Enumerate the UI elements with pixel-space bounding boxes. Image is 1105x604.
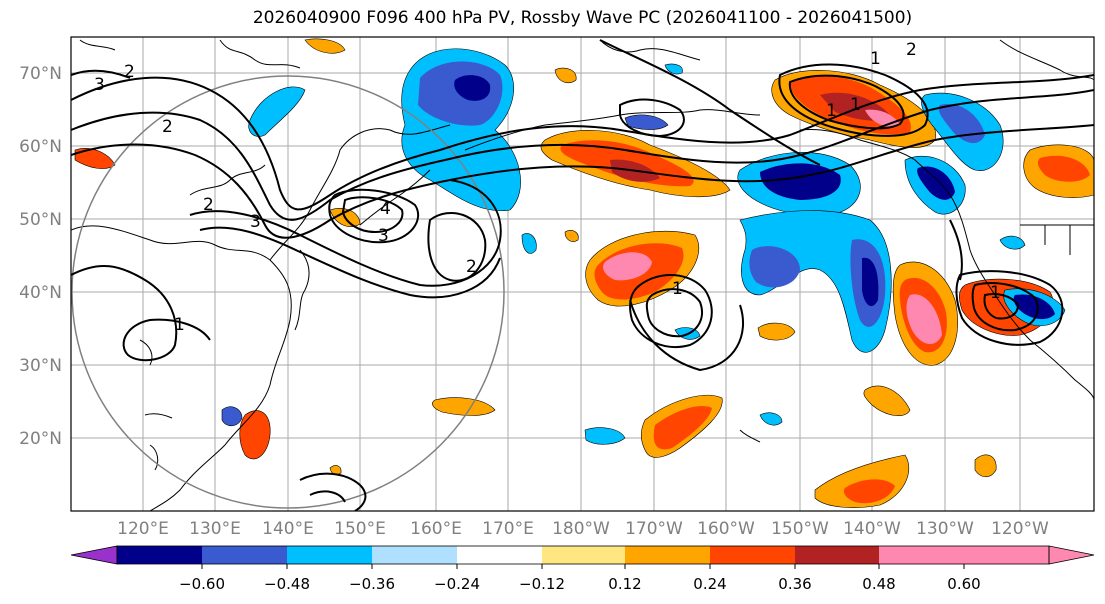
lon-label: 180°W — [552, 519, 610, 539]
colorbar-tick: 0.36 — [778, 575, 811, 593]
colorbar-tick: −0.24 — [434, 575, 480, 593]
colorbar-segment — [457, 546, 542, 564]
colorbar-tick: 0.12 — [608, 575, 641, 593]
contour-label: 2 — [162, 117, 173, 137]
colorbar-segment — [202, 546, 287, 564]
contour-label: 2 — [466, 257, 477, 277]
colorbar-segment — [542, 546, 625, 564]
lon-label: 140°W — [843, 519, 901, 539]
lat-label: 20°N — [19, 429, 62, 449]
lon-label: 130°E — [189, 519, 241, 539]
lon-label: 120°W — [991, 519, 1049, 539]
contour-label: 2 — [203, 195, 214, 215]
lon-label: 170°E — [482, 519, 534, 539]
colorbar-segment — [710, 546, 795, 564]
lat-label: 30°N — [19, 356, 62, 376]
map-title: 2026040900 F096 400 hPa PV, Rossby Wave … — [252, 8, 913, 28]
contour-label: 1 — [850, 95, 861, 115]
contour-label: 3 — [94, 75, 105, 95]
lon-label: 170°W — [625, 519, 683, 539]
colorbar-segment — [964, 546, 1049, 564]
coastlines — [71, 39, 1094, 511]
lat-label: 50°N — [19, 210, 62, 230]
lat-label: 70°N — [19, 64, 62, 84]
colorbar-segment — [795, 546, 879, 564]
colorbar-tick: −0.48 — [264, 575, 310, 593]
contour-label: 1 — [990, 283, 1001, 303]
colorbar-extend-right — [1048, 545, 1095, 565]
colorbar-extend-left — [70, 545, 118, 565]
contour-label: 3 — [378, 226, 389, 246]
colorbar-segment — [117, 546, 202, 564]
colorbar-tick: −0.36 — [349, 575, 395, 593]
lon-label: 160°E — [410, 519, 462, 539]
lat-label: 60°N — [19, 137, 62, 157]
lon-label: 120°E — [117, 519, 169, 539]
contour-label: 1 — [672, 279, 683, 299]
lon-label: 160°W — [697, 519, 755, 539]
contour-label: 1 — [870, 49, 881, 69]
contour-label: 2 — [124, 62, 135, 82]
map-border — [70, 36, 1095, 512]
colorbar-segment — [287, 546, 372, 564]
contour-label: 2 — [906, 40, 917, 60]
lat-label: 40°N — [19, 283, 62, 303]
pv-anomaly-fill — [74, 38, 1094, 508]
great-circle — [71, 75, 505, 509]
contour-label: 3 — [250, 212, 261, 232]
colorbar-segment — [372, 546, 457, 564]
contour-label: 1 — [826, 101, 837, 121]
contour-label: 1 — [174, 315, 185, 335]
colorbar-segment — [879, 546, 964, 564]
colorbar-tick: 0.60 — [947, 575, 980, 593]
colorbar-segment — [625, 546, 710, 564]
contour-label: 4 — [380, 199, 391, 219]
lon-label: 150°E — [334, 519, 386, 539]
colorbar-tick: 0.24 — [693, 575, 726, 593]
pv-contours — [71, 39, 1094, 511]
lon-label: 140°E — [262, 519, 314, 539]
colorbar-tick: −0.12 — [519, 575, 565, 593]
colorbar-tick: 0.48 — [862, 575, 895, 593]
colorbar: −0.60 −0.48 −0.36 −0.24 −0.12 0.12 0.24 … — [70, 545, 1095, 593]
lon-label: 130°W — [916, 519, 974, 539]
lon-label: 150°W — [771, 519, 829, 539]
colorbar-tick: −0.60 — [179, 575, 225, 593]
